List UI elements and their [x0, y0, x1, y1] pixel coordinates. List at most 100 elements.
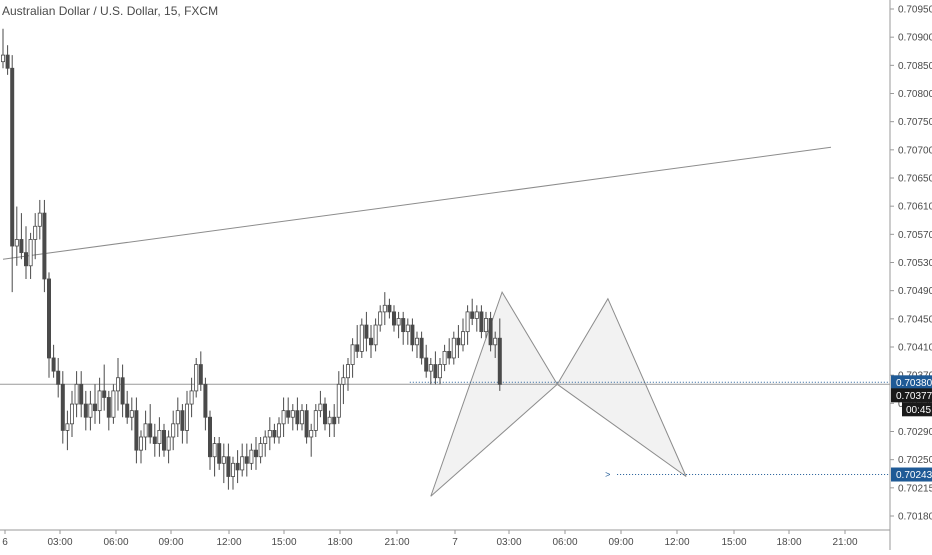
candle-body [70, 403, 75, 425]
candle-body [276, 423, 281, 438]
candle-body [428, 364, 433, 372]
candle-body [483, 318, 488, 333]
candle-body [143, 423, 148, 438]
candle-body [286, 410, 291, 418]
x-tick-label: 09:00 [158, 537, 183, 548]
pattern-xab-fill [430, 292, 558, 497]
candle-body [488, 318, 493, 346]
candle-body [51, 357, 56, 372]
candle-body [359, 324, 364, 352]
candle-body [244, 456, 249, 464]
candle-body [125, 403, 130, 418]
candle-body [493, 337, 498, 346]
candle-body [322, 403, 327, 425]
candle-body [410, 324, 415, 346]
candle-body [148, 423, 153, 438]
candle-body [414, 337, 419, 346]
target-price-badge-bg [891, 467, 932, 482]
y-tick-label: 0.70410 [898, 343, 932, 354]
pattern-bd-line [557, 383, 687, 477]
candle-body [138, 436, 143, 451]
x-tick-label: 09:00 [608, 537, 633, 548]
candle-body [387, 304, 392, 313]
pattern-xb-line [430, 383, 558, 497]
candle-body [479, 311, 484, 333]
candle-body [184, 403, 189, 431]
candle-body [194, 364, 199, 392]
candle-body [263, 436, 268, 444]
candle-body [157, 430, 162, 444]
candle-body [290, 410, 295, 418]
candle-body [116, 377, 121, 392]
candle-body [368, 337, 373, 346]
candle-body [396, 318, 401, 326]
candle-body [437, 364, 442, 379]
y-tick-label: 0.70800 [898, 89, 932, 100]
drawing-lines-layer: > [0, 146, 890, 480]
y-tick-label: 0.70490 [898, 286, 932, 297]
candle-body [332, 416, 337, 425]
candle-body [327, 416, 332, 425]
current-price-badge-bg [891, 375, 932, 390]
chart-title: Australian Dollar / U.S. Dollar, 15, FXC… [2, 4, 219, 18]
candle-body [93, 403, 98, 412]
candle-body [267, 430, 272, 438]
candle-body [309, 430, 314, 438]
candle-body [23, 252, 28, 267]
candle-body [456, 337, 461, 346]
candle-body [207, 416, 212, 458]
current-price-badge: 0.70380 [896, 378, 932, 389]
candle-body [295, 410, 300, 425]
candle-body [129, 410, 134, 418]
candle-body [391, 311, 396, 326]
x-tick-label: 6 [2, 537, 8, 548]
candle-body [189, 390, 194, 405]
price-badges-layer: 0.70380 0.70377 0.70243 00:45 [891, 375, 932, 482]
candle-body [88, 403, 93, 418]
trendline [2, 146, 832, 260]
candle-body [281, 410, 286, 425]
candle-body [37, 212, 42, 227]
x-tick-label: 18:00 [776, 537, 801, 548]
x-tick-label: 03:00 [496, 537, 521, 548]
x-tick-label: 12:00 [216, 537, 241, 548]
candle-body [120, 377, 125, 405]
pattern-bcd-fill [557, 298, 687, 477]
candle-body [42, 212, 47, 280]
candle-body [345, 364, 350, 379]
x-tick-label: 15:00 [721, 537, 746, 548]
x-tick-label: 21:00 [832, 537, 857, 548]
candle-body [253, 449, 258, 458]
countdown-badge: 00:45 [906, 405, 931, 416]
candle-body [451, 337, 456, 359]
y-tick-label: 0.70850 [898, 61, 932, 72]
candle-body [341, 377, 346, 385]
candle-body [497, 337, 502, 385]
candle-body [198, 364, 203, 385]
candle-body [226, 456, 231, 477]
candle-body [19, 239, 24, 254]
candle-body [106, 397, 111, 418]
candle-body [203, 383, 208, 418]
target-price-badge: 0.70243 [896, 470, 932, 481]
candle-body [299, 410, 304, 425]
candle-body [111, 390, 116, 418]
candle-body [60, 383, 65, 431]
candle-body [134, 410, 139, 451]
candle-body [235, 462, 240, 471]
candle-body [221, 456, 226, 464]
candle-body [419, 337, 424, 359]
candle-body [318, 403, 323, 412]
candle-body [378, 311, 383, 326]
candle-body [272, 430, 277, 438]
candle-body [470, 311, 475, 319]
candle-body [5, 54, 10, 69]
candle-body [249, 449, 254, 464]
x-tick-label: 15:00 [271, 537, 296, 548]
candle-body [382, 304, 387, 313]
x-tick-label: 7 [452, 537, 458, 548]
candle-body [102, 390, 107, 398]
x-tick-label: 06:00 [103, 537, 128, 548]
